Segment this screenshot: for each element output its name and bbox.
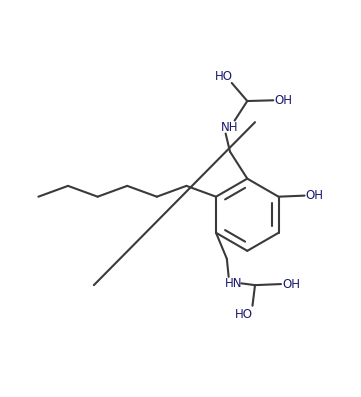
Text: HN: HN [225,277,243,290]
Text: OH: OH [282,278,300,291]
Text: OH: OH [306,189,324,202]
Text: HO: HO [235,308,253,320]
Text: OH: OH [274,94,292,107]
Text: HO: HO [214,70,232,83]
Text: NH: NH [221,121,238,133]
